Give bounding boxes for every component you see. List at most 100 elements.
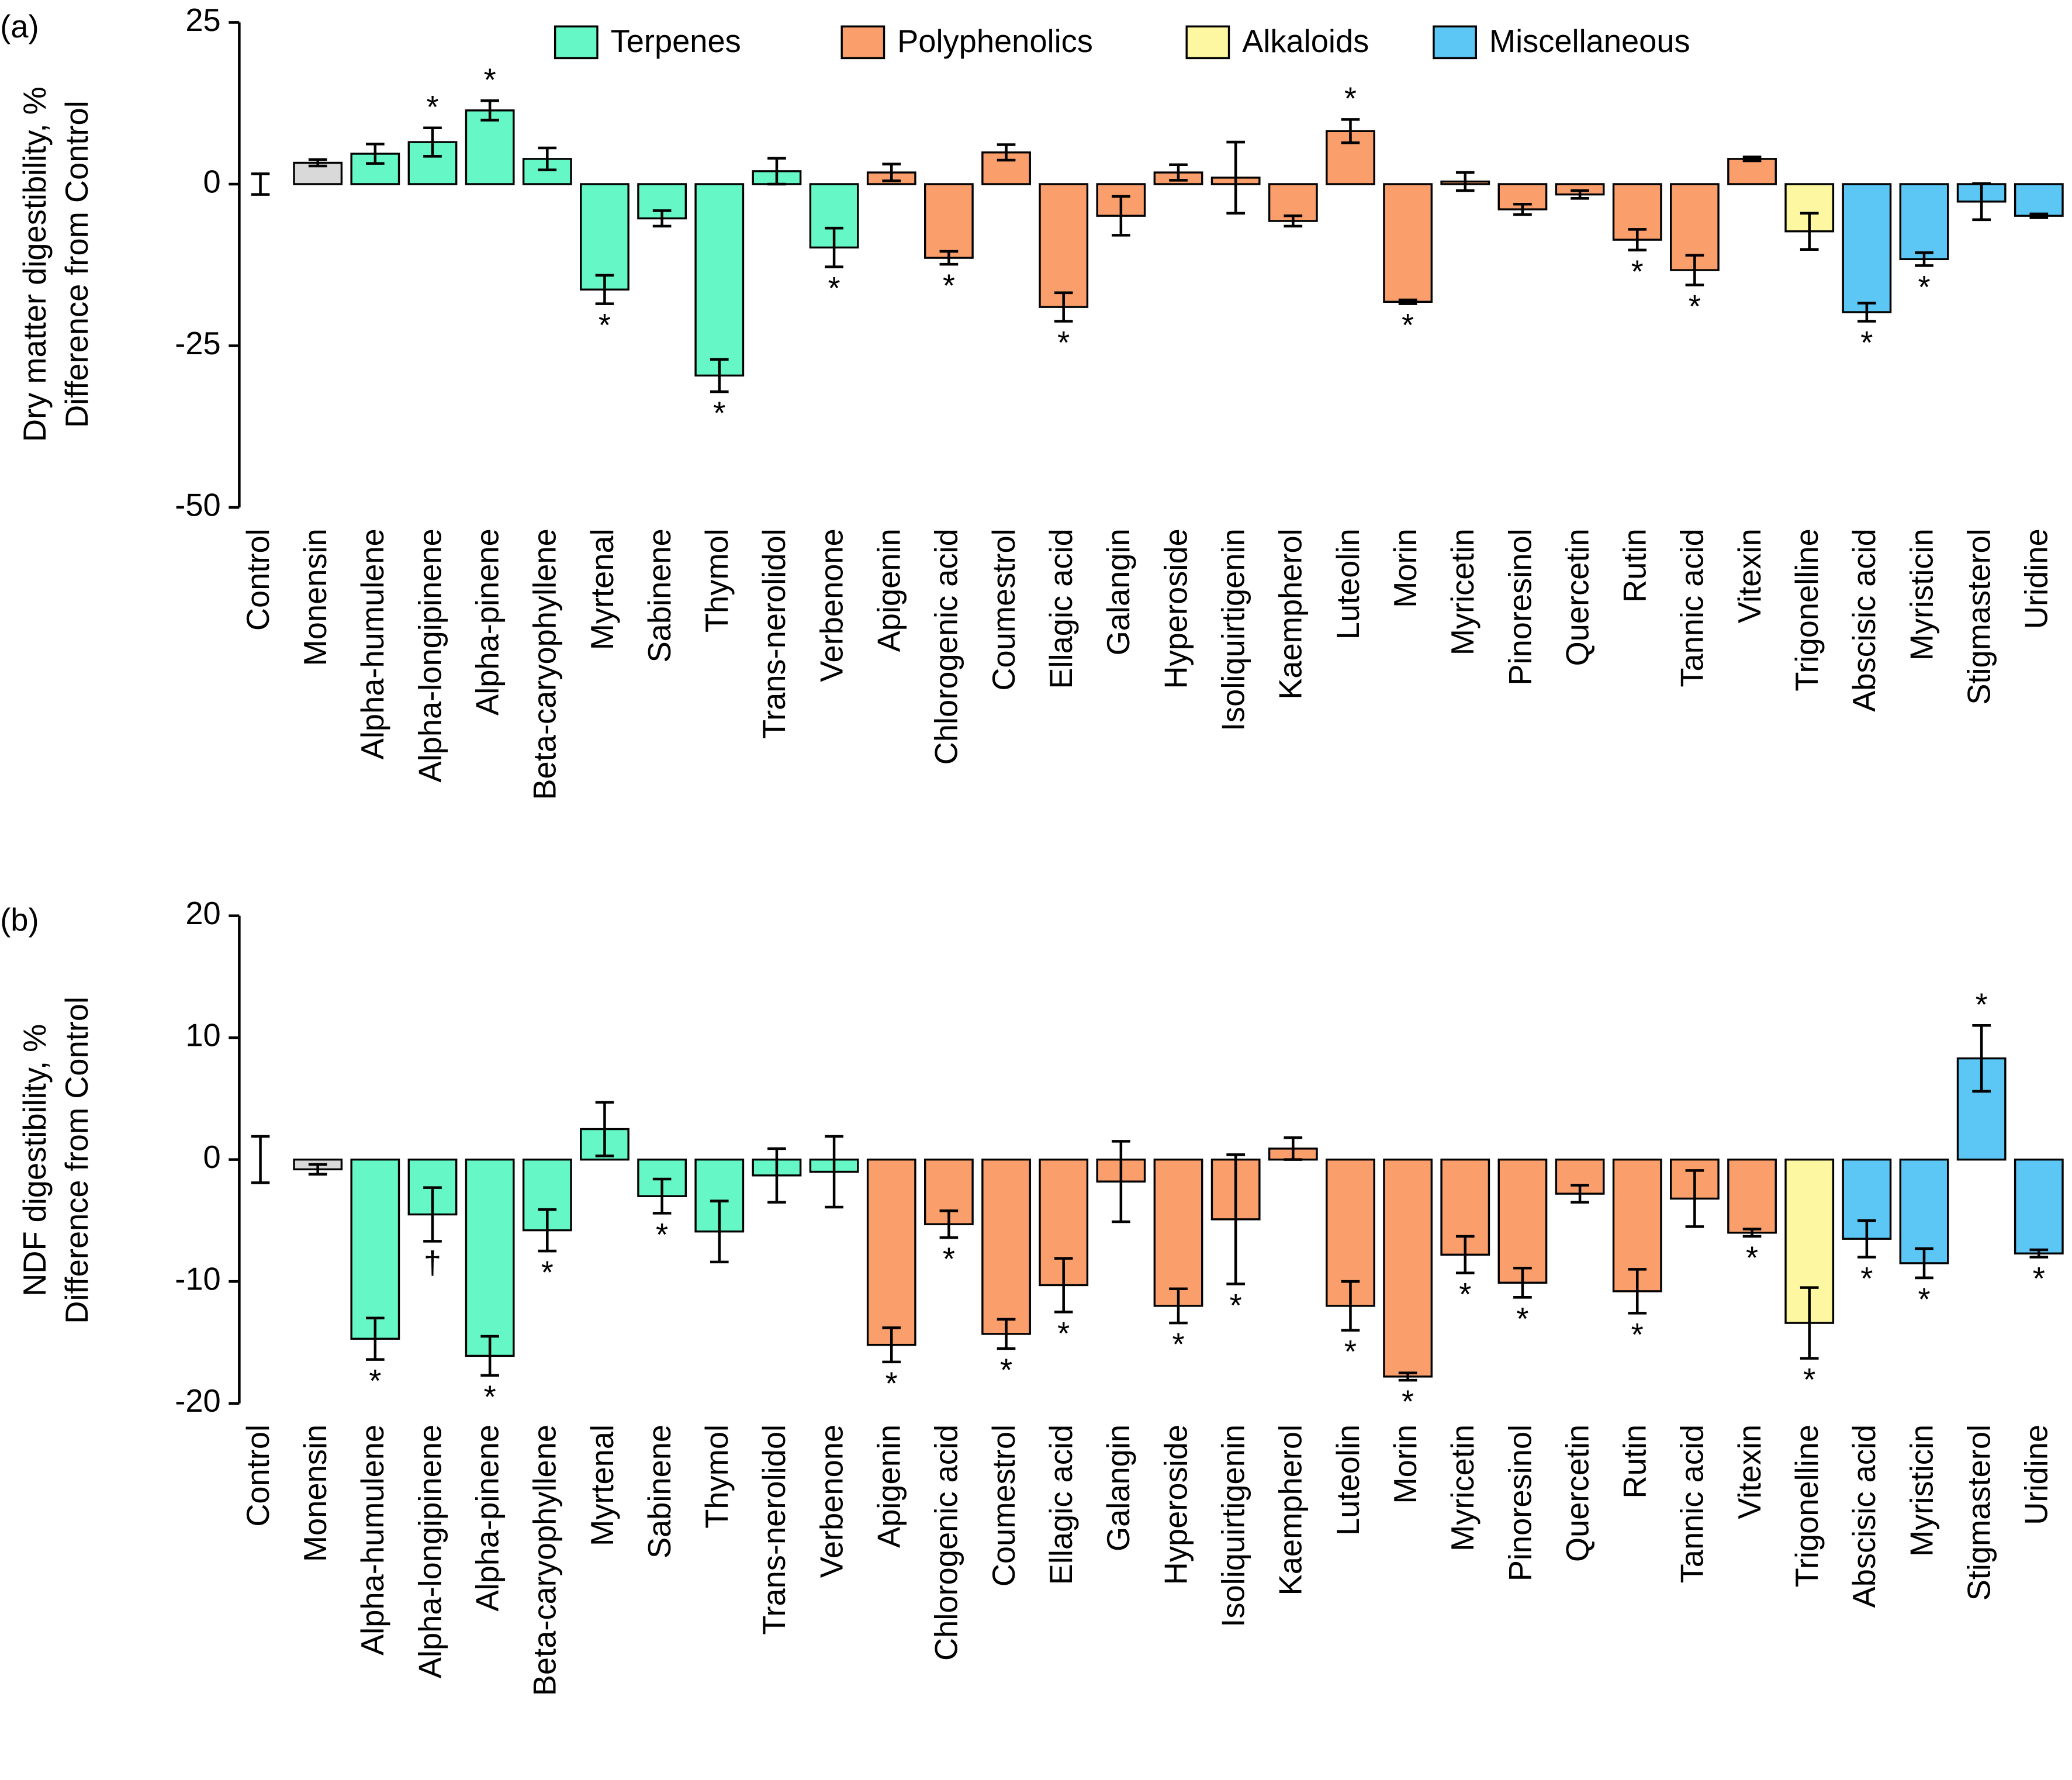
x-tick-label: Myrtenal	[585, 528, 620, 650]
error-bar	[1800, 212, 1819, 251]
significance-marker: *	[1172, 1327, 1184, 1362]
error-bar	[1571, 189, 1589, 200]
error-bar	[882, 1326, 901, 1364]
x-tick-label: Myristicin	[1904, 528, 1939, 661]
error-bar	[1628, 228, 1647, 252]
legend-label: Miscellaneous	[1489, 24, 1690, 59]
error-bar	[1284, 1136, 1303, 1161]
x-tick-label: Apigenin	[872, 1425, 907, 1548]
error-bar	[1054, 1257, 1073, 1314]
error-bar	[652, 1177, 672, 1215]
x-tick-label: Trigonelline	[1790, 1425, 1825, 1587]
x-tick-label: Alpha-pinene	[470, 1425, 505, 1612]
x-tick-label: Trans-nerolidol	[757, 528, 792, 739]
x-tick-label: Isoliquirtigenin	[1216, 1425, 1251, 1627]
error-bar	[538, 146, 557, 171]
error-bar	[1742, 155, 1762, 163]
x-tick-label: Rutin	[1618, 528, 1653, 603]
significance-marker: *	[885, 1366, 898, 1401]
x-tick-label: Abscisic acid	[1847, 528, 1882, 712]
x-tick-label: Hyperoside	[1158, 528, 1194, 689]
x-tick-label: Pinoresinol	[1503, 528, 1538, 685]
error-bar	[997, 143, 1016, 162]
x-tick-label: Quercetin	[1560, 528, 1595, 666]
error-bar	[538, 1208, 557, 1253]
legend-swatch	[554, 25, 599, 60]
error-bar	[366, 1316, 385, 1361]
bar	[1440, 1158, 1490, 1256]
significance-marker: *	[599, 308, 611, 343]
significance-marker: *	[1057, 1316, 1070, 1351]
x-tick-label: Vitexin	[1732, 528, 1767, 623]
error-bar	[882, 163, 901, 182]
error-bar	[251, 172, 270, 196]
bar	[1842, 183, 1892, 313]
significance-marker: *	[484, 63, 496, 98]
significance-marker: *	[426, 89, 438, 125]
error-bar	[1455, 1235, 1475, 1274]
x-tick-label: Uridine	[2019, 528, 2054, 629]
y-tick-label: 25	[185, 3, 220, 38]
error-bar	[480, 99, 499, 122]
bar	[1612, 183, 1662, 241]
bar	[1383, 183, 1433, 303]
error-bar	[1685, 1169, 1704, 1228]
x-tick-label: Coumestrol	[987, 1425, 1022, 1587]
significance-marker: *	[656, 1217, 668, 1252]
x-tick-label: Alpha-longipinene	[413, 528, 448, 782]
bar	[580, 183, 629, 291]
error-bar	[939, 1209, 959, 1239]
x-tick-label: Morin	[1388, 1425, 1423, 1504]
error-bar	[1513, 1266, 1532, 1299]
legend-label: Polyphenolics	[897, 24, 1093, 59]
error-bar	[1398, 298, 1417, 305]
panel-label: (b)	[0, 903, 39, 938]
error-bar	[710, 1200, 729, 1264]
x-tick-label: Myrtenal	[585, 1425, 620, 1546]
bar	[1899, 183, 1949, 260]
x-tick-label: Trigonelline	[1790, 528, 1825, 691]
significance-marker: *	[1918, 1282, 1930, 1317]
bar	[981, 1158, 1031, 1335]
x-tick-label: Hyperoside	[1158, 1425, 1194, 1585]
error-bar	[423, 1186, 442, 1243]
error-bar	[1169, 1287, 1188, 1325]
error-bar	[939, 250, 959, 266]
x-tick-label: Stigmasterol	[1962, 528, 1997, 705]
x-tick-label: Chlorogenic acid	[929, 528, 964, 765]
legend-label: Terpenes	[611, 24, 741, 59]
error-bar	[1628, 1268, 1647, 1315]
x-tick-label: Apigenin	[872, 528, 907, 652]
x-tick-label: Control	[241, 1425, 276, 1527]
x-tick-label: Beta-caryophyllene	[528, 1425, 563, 1696]
error-bar	[251, 1135, 270, 1184]
x-tick-label: Luteolin	[1331, 528, 1366, 640]
significance-marker: *	[1402, 308, 1414, 343]
x-tick-label: Thymol	[700, 528, 735, 632]
error-bar	[652, 209, 672, 228]
x-tick-label: Monensin	[298, 528, 333, 666]
x-tick-label: Alpha-longipinene	[413, 1425, 448, 1678]
x-tick-label: Beta-caryophyllene	[528, 528, 563, 800]
error-bar	[1054, 291, 1073, 323]
x-tick-label: Galangin	[1101, 1425, 1136, 1551]
x-tick-label: Tannic acid	[1675, 528, 1710, 687]
error-bar	[1513, 203, 1532, 216]
error-bar	[1857, 1219, 1876, 1259]
error-bar	[1398, 1371, 1417, 1382]
significance-marker: *	[1230, 1288, 1242, 1323]
panel-label: (a)	[0, 9, 39, 44]
significance-marker: *	[1459, 1277, 1471, 1312]
error-bar	[1112, 1140, 1130, 1223]
error-bar	[1226, 1153, 1245, 1285]
x-tick-label: Coumestrol	[987, 528, 1022, 690]
bar	[1727, 1158, 1777, 1234]
error-bar	[423, 126, 442, 158]
bar	[1039, 183, 1089, 308]
x-tick-label: Kaempherol	[1274, 528, 1309, 700]
y-tick-label: -10	[175, 1262, 220, 1297]
legend-swatch	[1185, 25, 1230, 60]
bar	[1383, 1158, 1433, 1378]
error-bar	[825, 226, 843, 268]
x-tick-label: Luteolin	[1331, 1425, 1366, 1536]
